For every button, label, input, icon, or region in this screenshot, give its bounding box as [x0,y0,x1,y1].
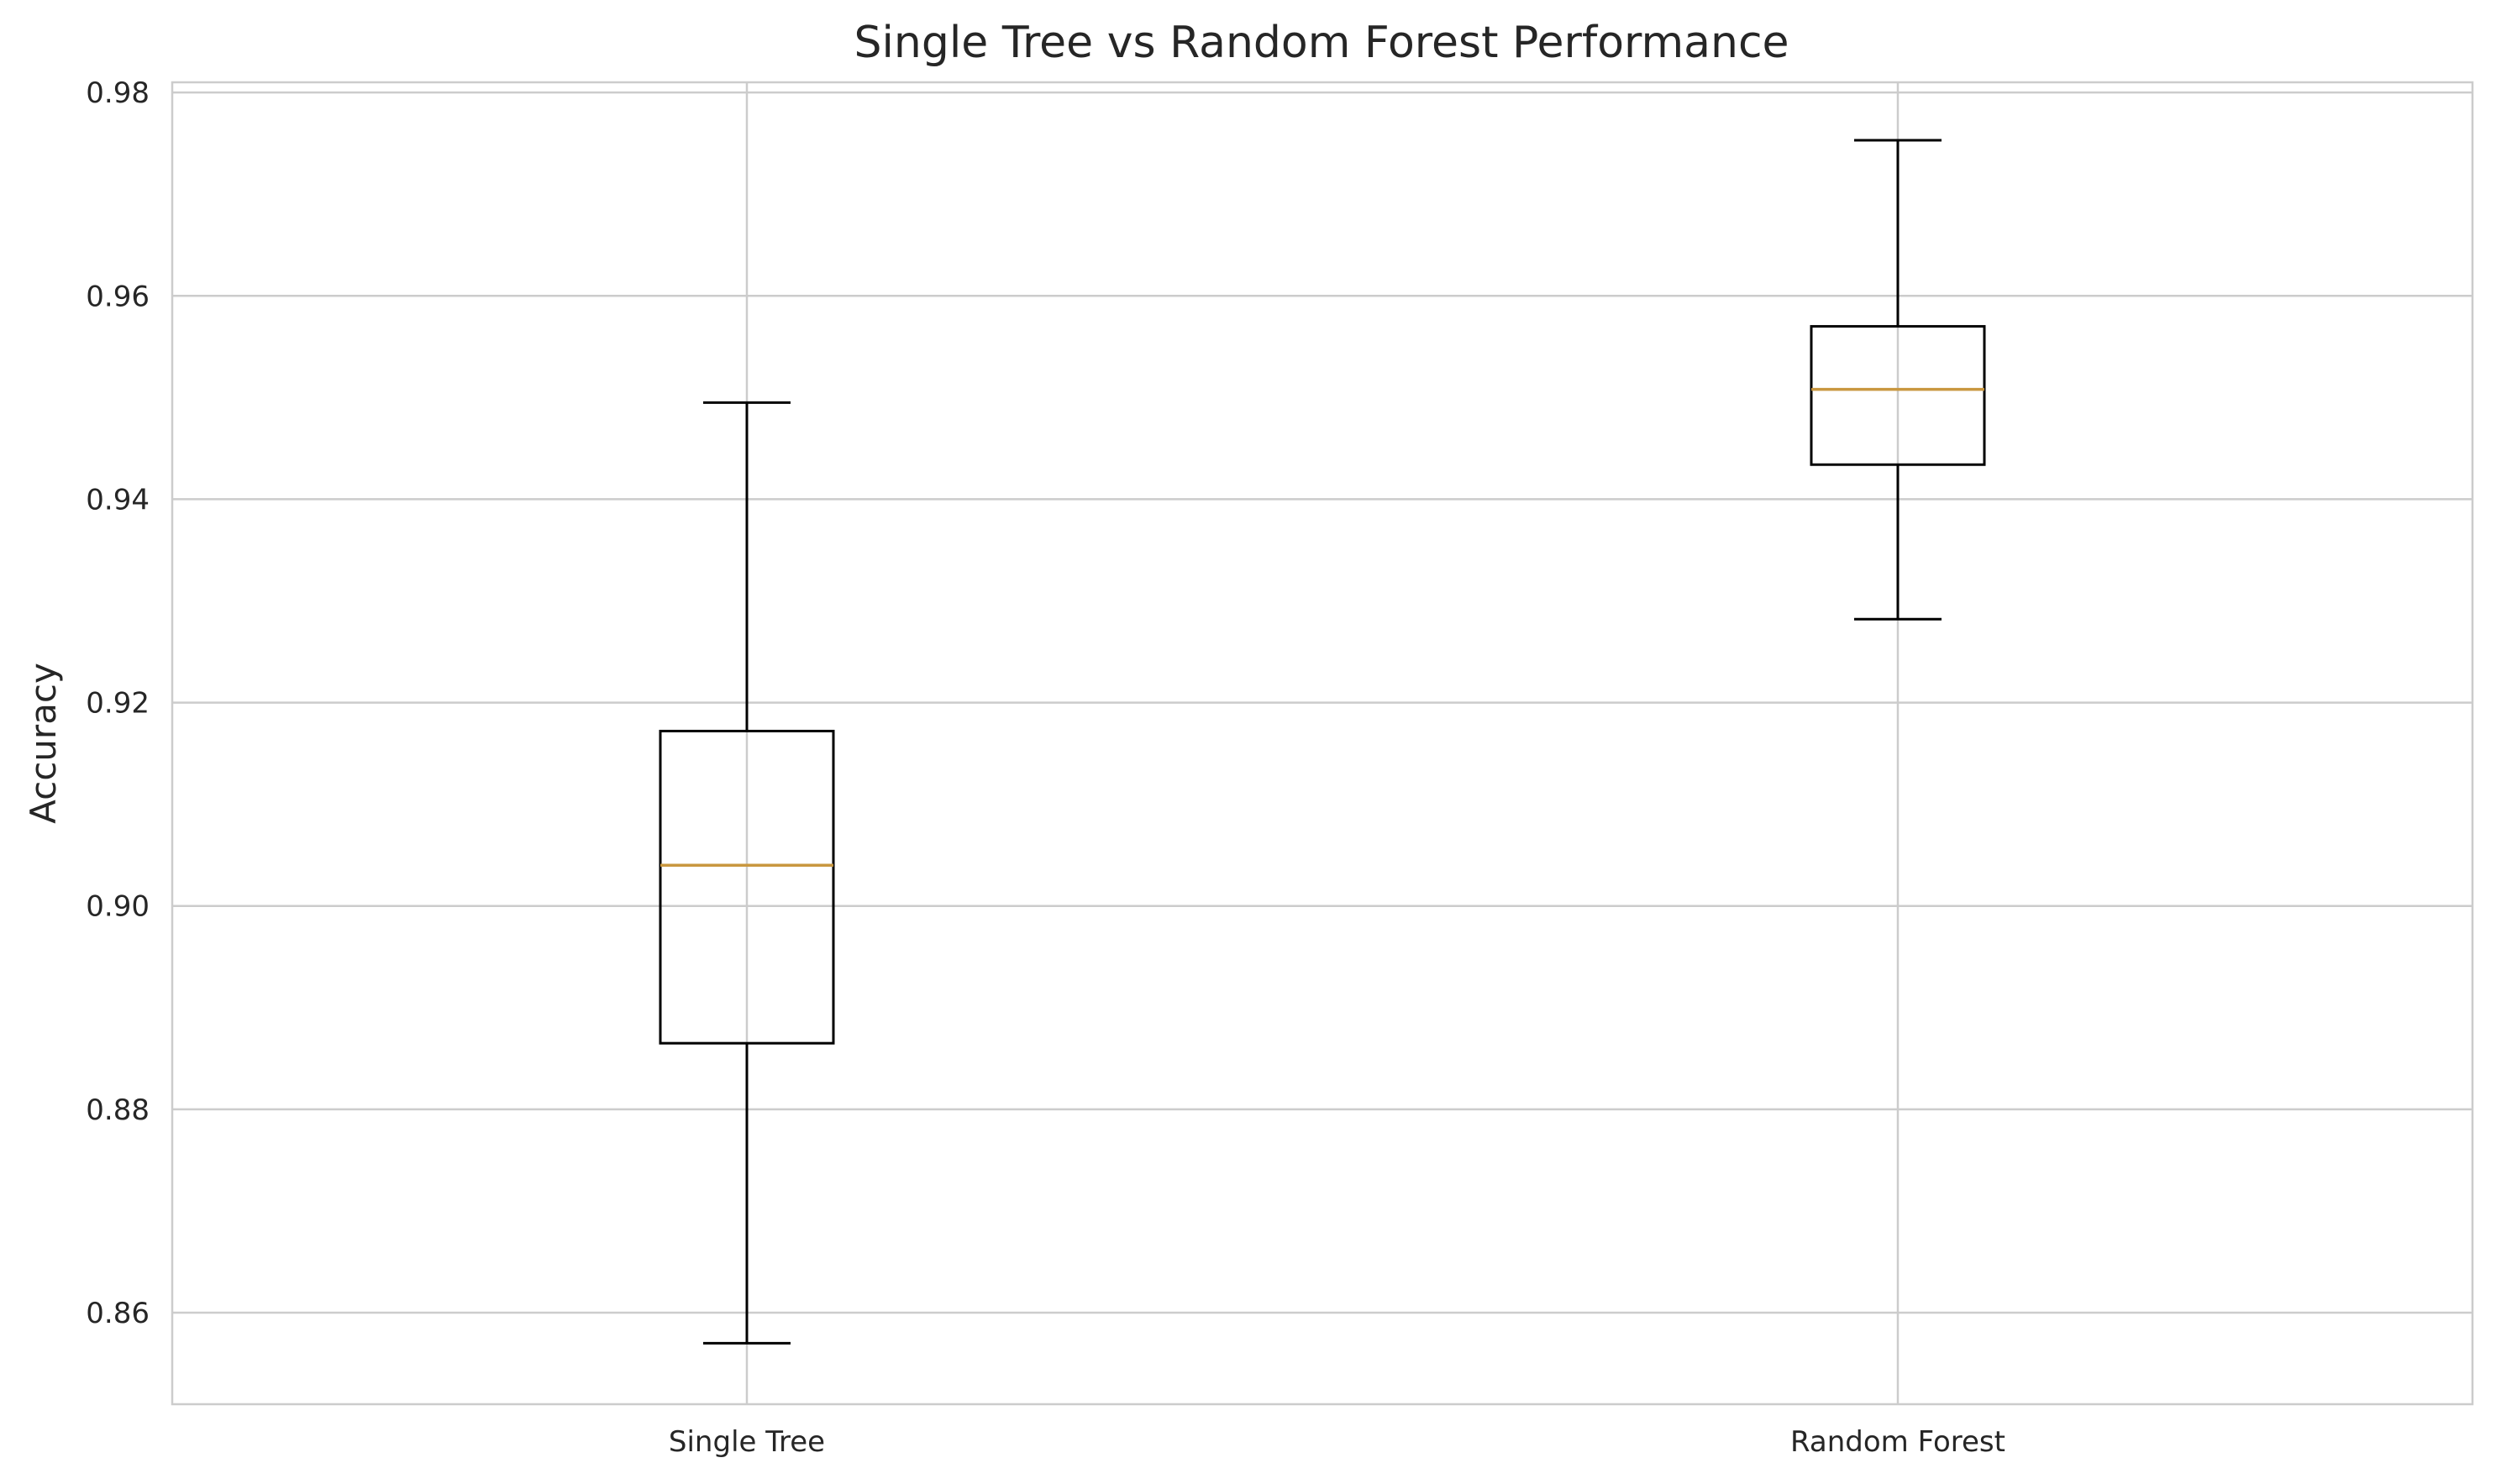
box-layer [659,139,1986,1345]
x-tick-label: Single Tree [669,1425,825,1459]
y-tick-label: 0.92 [86,687,150,721]
x-tick-label: Random Forest [1790,1425,2005,1459]
y-tick-label: 0.88 [86,1093,150,1127]
tick-label-layer: 0.86 0.88 0.90 0.92 0.94 0.96 0.98 Single Tree R… [86,76,2005,1459]
y-tick-label: 0.90 [86,890,150,924]
iqr-box-single-tree [659,729,835,1045]
y-tick-label: 0.98 [86,76,150,110]
y-tick-label: 0.94 [86,483,150,517]
y-tick-label: 0.96 [86,280,150,313]
y-tick-label: 0.86 [86,1297,150,1330]
iqr-box-random-forest [1810,325,1986,466]
y-axis-label: Accuracy [23,663,64,824]
plot-area-frame [171,81,2474,1406]
grid-layer [172,82,2472,1404]
chart-title: Single Tree vs Random Forest Performance [854,18,1789,68]
